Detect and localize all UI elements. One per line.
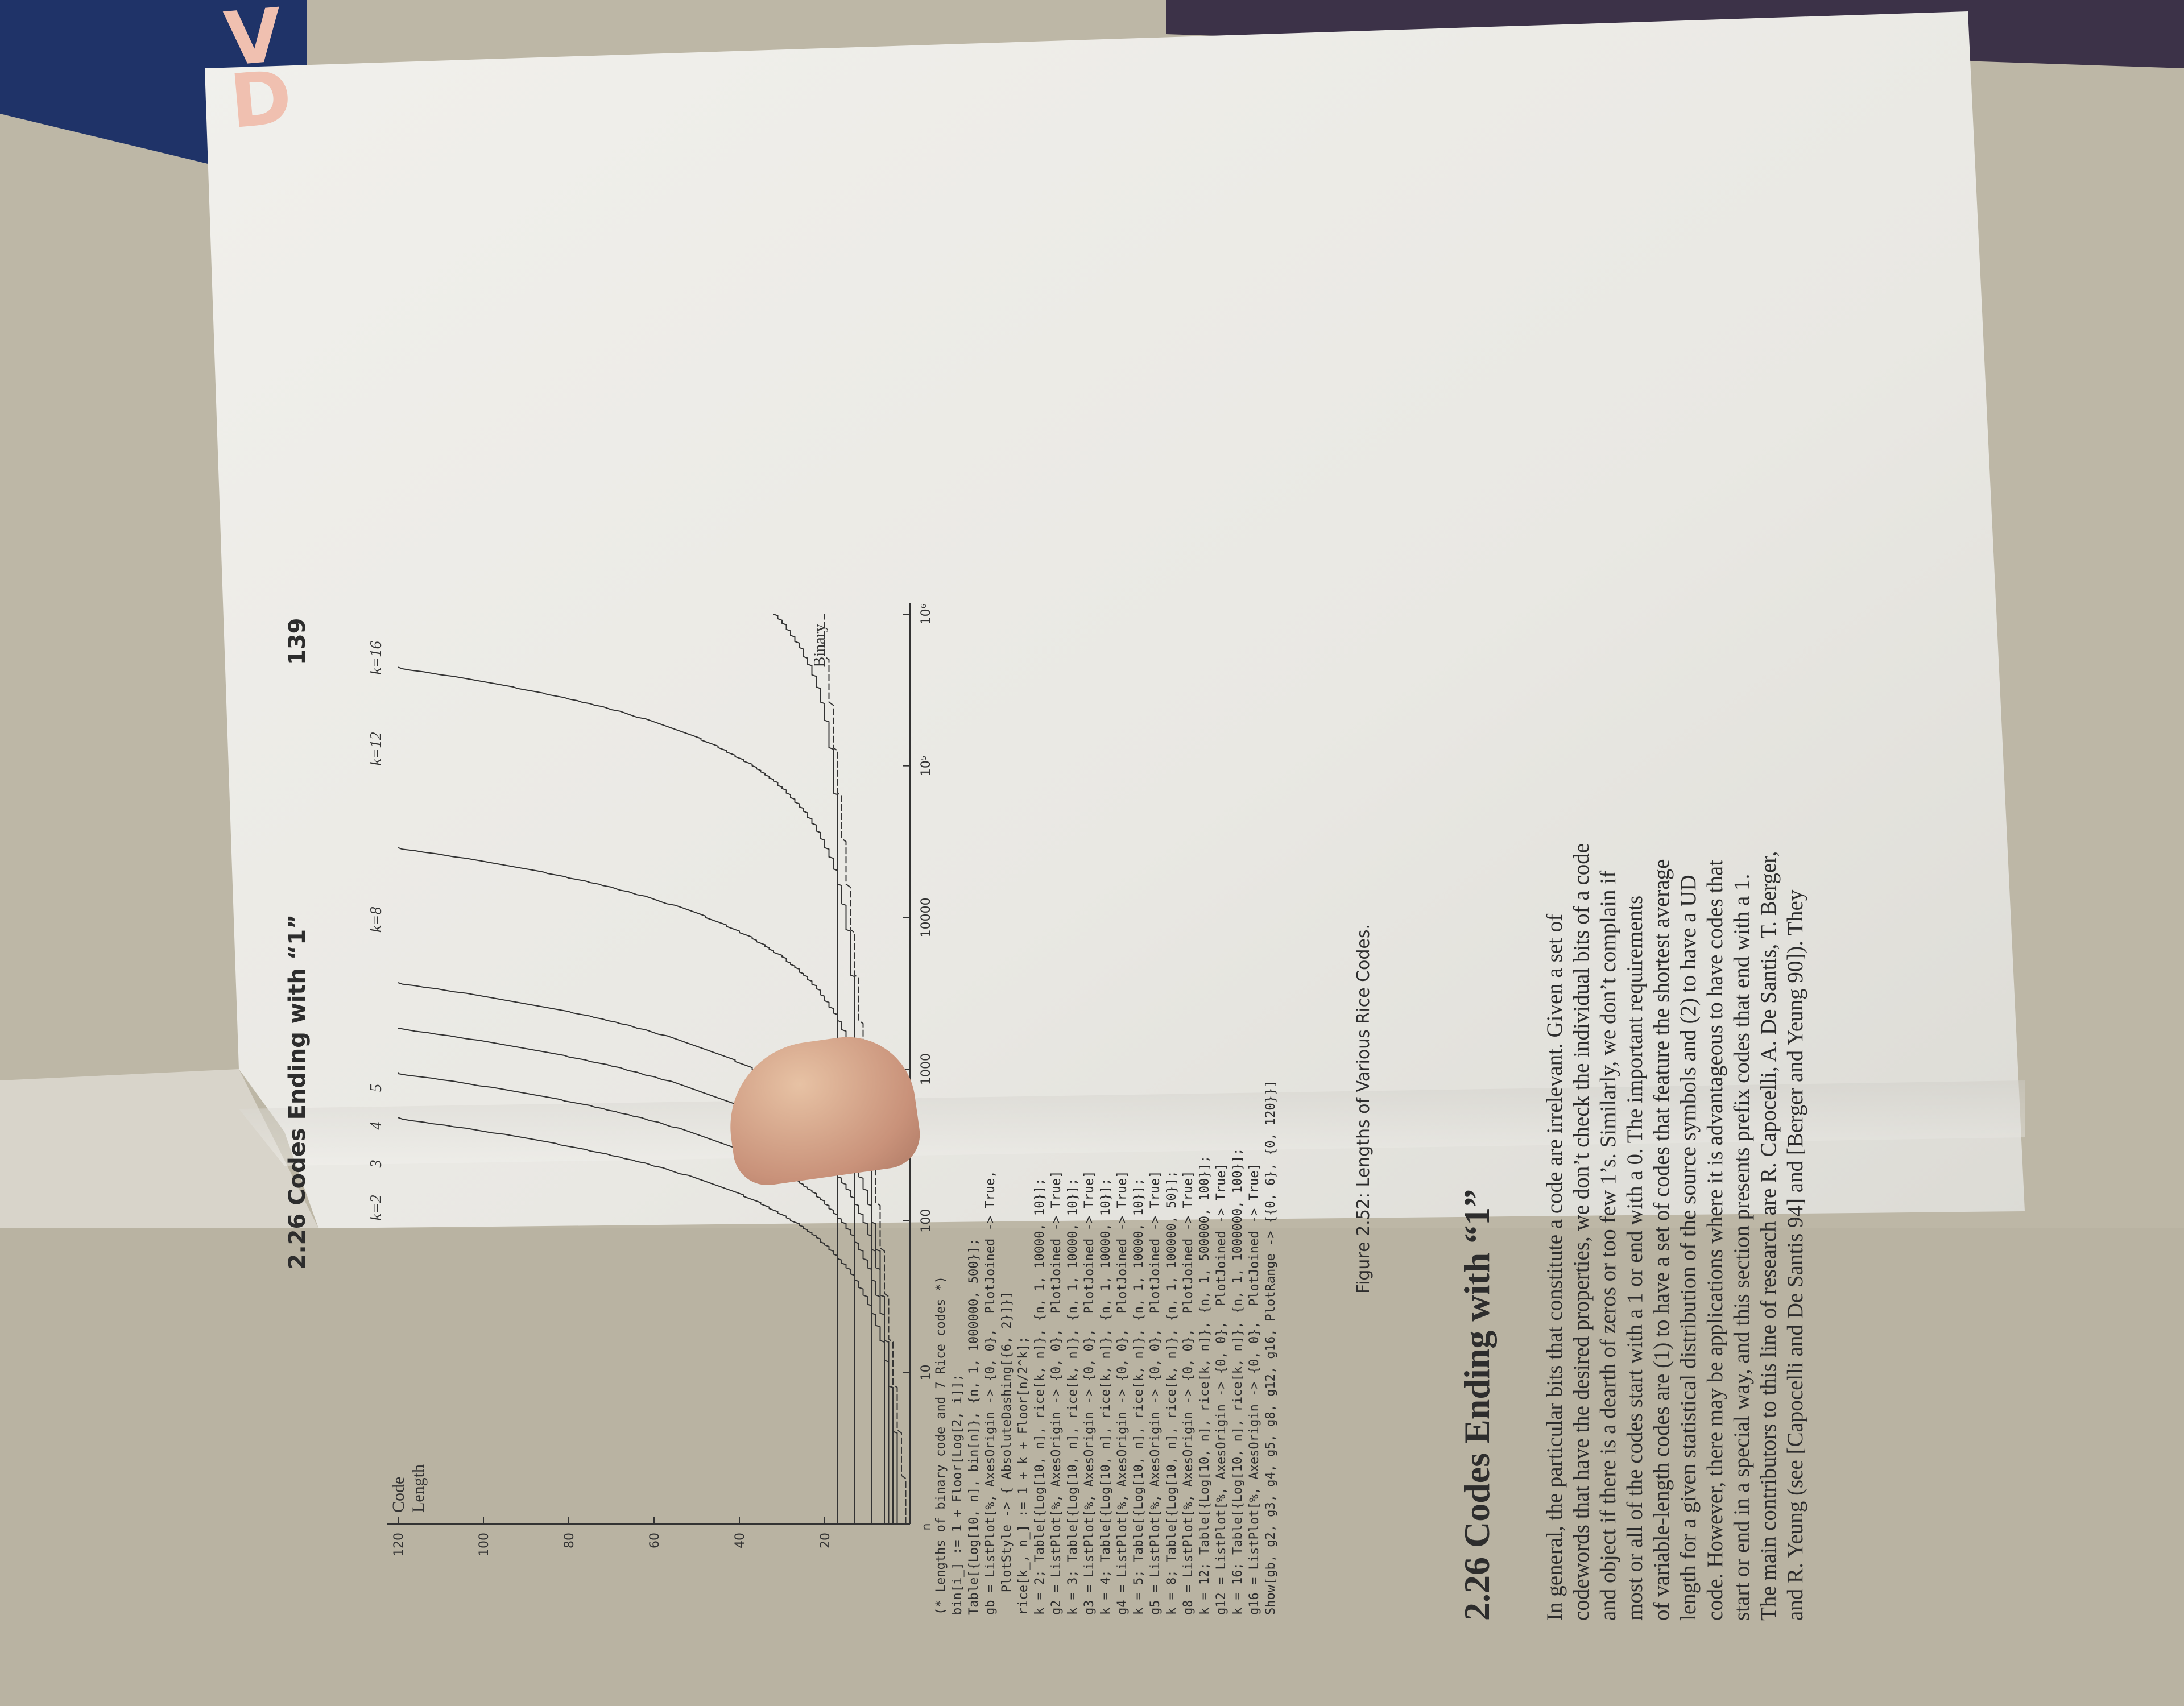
paragraph-line: code. However, there may be applications…: [1703, 859, 1727, 1621]
paragraph-line: most or all of the codes start with a 1 …: [1623, 895, 1647, 1621]
paragraph-line: The main contributors to this line of re…: [1756, 851, 1781, 1621]
code-line: k = 2; Table[{Log[10, n], rice[k, n]}, {…: [1033, 1178, 1047, 1615]
body-paragraph: In general, the particular bits that con…: [1541, 569, 1809, 1621]
x-tick-label: 10⁵: [919, 755, 933, 776]
section-heading: 2.26 Codes Ending with “1”: [1457, 1189, 1497, 1621]
page-gutter-shadow: [239, 1080, 2025, 1166]
rice-curve: [398, 1117, 898, 1524]
code-line: k = 8; Table[{Log[10, n], rice[k, n]}, {…: [1165, 1170, 1179, 1615]
x-tick-label: 10⁶: [919, 603, 933, 624]
x-tick-label: 10000: [919, 897, 933, 937]
curve-label: k=16: [367, 641, 385, 674]
book-title-fragment: V D: [221, 0, 296, 146]
code-line: g4 = ListPlot[%, AxesOrigin -> {0, 0}, P…: [1115, 1170, 1130, 1615]
code-line: g2 = ListPlot[%, AxesOrigin -> {0, 0}, P…: [1049, 1170, 1064, 1615]
y-axis-label: Length: [409, 1464, 428, 1513]
curve-label: k=8: [367, 907, 385, 933]
code-line: k = 4; Table[{Log[10, n], rice[k, n]}, {…: [1099, 1178, 1113, 1615]
y-tick-label: 40: [733, 1533, 747, 1548]
y-axis-label: Code: [389, 1477, 408, 1513]
binary-label: Binary: [811, 624, 829, 667]
code-line: Show[gb, g2, g3, g4, g5, g8, g12, g16, P…: [1264, 1080, 1278, 1615]
code-line: PlotStyle -> { AbsoluteDashing[{6, 2}]}]: [1000, 1291, 1014, 1615]
x-origin-label: n: [919, 1523, 933, 1531]
code-line: k = 16; Table[{Log[10, n], rice[k, n]}, …: [1231, 1148, 1245, 1615]
y-tick-label: 100: [477, 1533, 491, 1556]
curve-label: k=12: [367, 732, 385, 765]
code-line: k = 5; Table[{Log[10, n], rice[k, n]}, {…: [1132, 1178, 1146, 1615]
y-tick-label: 80: [562, 1533, 577, 1548]
code-line: g3 = ListPlot[%, AxesOrigin -> {0, 0}, P…: [1082, 1170, 1097, 1615]
code-line: k = 3; Table[{Log[10, n], rice[k, n]}, {…: [1066, 1178, 1080, 1615]
paragraph-line: start or end in a special way, and this …: [1730, 873, 1754, 1621]
book-page: [205, 11, 2025, 1228]
y-tick-label: 60: [648, 1533, 662, 1548]
paragraph-line: codewords that have the desired properti…: [1569, 843, 1594, 1621]
running-head: 2.26 Codes Ending with “1”: [284, 914, 311, 1270]
curve-label: 5: [367, 1084, 385, 1092]
code-line: Table[{Log[10, n], bin[n]}, {n, 1, 10000…: [967, 1238, 981, 1615]
code-line: g16 = ListPlot[%, AxesOrigin -> {0, 0}, …: [1247, 1163, 1261, 1615]
mathematica-code: (* Lengths of binary code and 7 Rice cod…: [933, 580, 1279, 1615]
code-line: g12 = ListPlot[%, AxesOrigin -> {0, 0}, …: [1214, 1163, 1228, 1615]
code-line: g8 = ListPlot[%, AxesOrigin -> {0, 0}, P…: [1181, 1170, 1196, 1615]
paragraph-line: length for a given statistical distribut…: [1676, 875, 1701, 1621]
code-line: gb = ListPlot[%, AxesOrigin -> {0, 0}, P…: [983, 1170, 998, 1615]
curve-label: 3: [367, 1160, 385, 1168]
paragraph-line: and object if there is a dearth of zeros…: [1596, 870, 1620, 1621]
x-tick-label: 1000: [919, 1053, 933, 1085]
book-page-content: 2.26 Codes Ending with “1” 139 Code Lengt…: [0, 478, 2116, 1706]
paragraph-line: of variable-length codes are (1) to have…: [1649, 859, 1674, 1621]
y-tick-label: 120: [392, 1533, 406, 1556]
code-line: g5 = ListPlot[%, AxesOrigin -> {0, 0}, P…: [1148, 1170, 1163, 1615]
x-tick-label: 100: [919, 1209, 933, 1233]
photo-background: [0, 0, 2184, 1228]
code-line: (* Lengths of binary code and 7 Rice cod…: [934, 1276, 948, 1615]
code-line: rice[k_, n_] := 1 + k + Floor[n/2^k];: [1016, 1336, 1031, 1615]
x-tick-label: 10: [919, 1364, 933, 1380]
curve-label: k=2: [367, 1195, 385, 1220]
code-line: bin[i_] := 1 + Floor[Log[2, i]];: [950, 1374, 965, 1615]
y-tick-label: 20: [818, 1533, 833, 1548]
figure-caption: Figure 2.52: Lengths of Various Rice Cod…: [1354, 924, 1374, 1294]
page-number: 139: [284, 618, 311, 666]
rice-curve: [398, 847, 872, 1524]
paragraph-line: In general, the particular bits that con…: [1542, 913, 1567, 1621]
code-line: k = 12; Table[{Log[10, n], rice[k, n]}, …: [1198, 1156, 1212, 1615]
curve-label: 4: [367, 1122, 385, 1130]
paragraph-line: and R. Yeung (see [Capocelli and De Sant…: [1783, 889, 1807, 1621]
